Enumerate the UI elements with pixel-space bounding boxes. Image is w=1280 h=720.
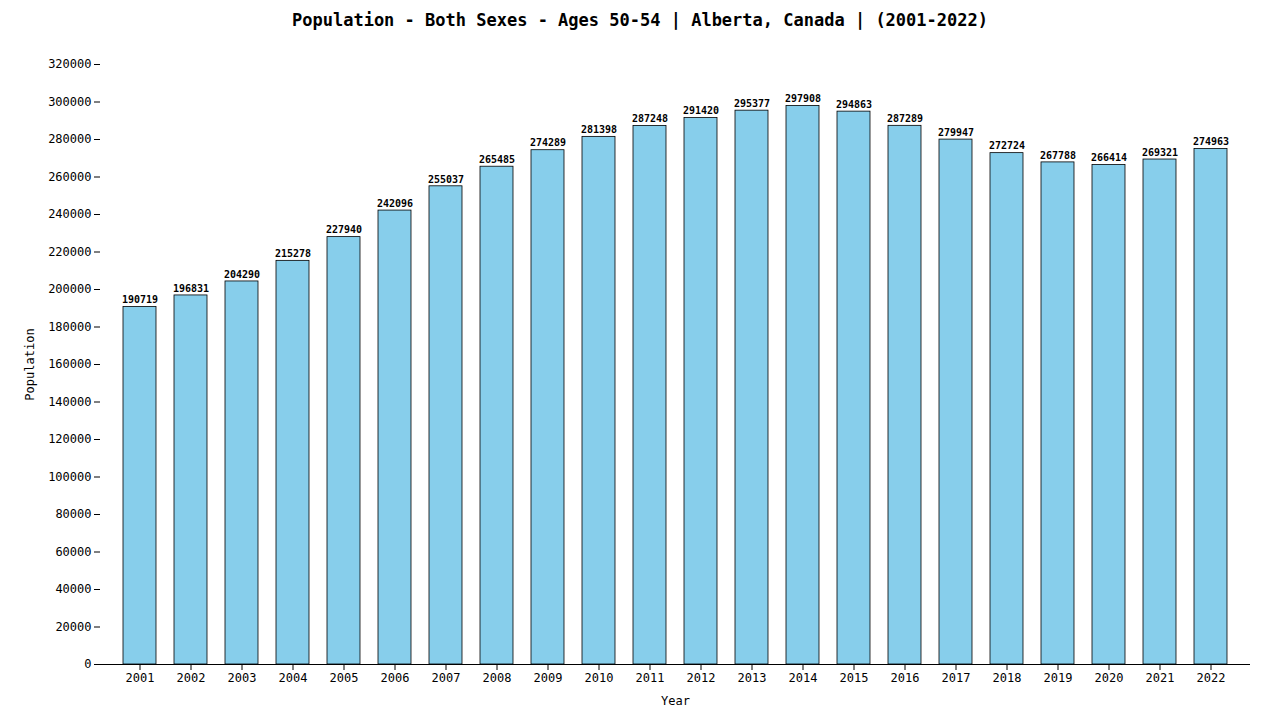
svg-text:140000: 140000 [48,395,91,409]
svg-text:Year: Year [661,694,690,708]
svg-text:287248: 287248 [632,113,668,124]
svg-text:Population: Population [23,328,37,400]
svg-text:2018: 2018 [993,671,1022,685]
svg-text:2005: 2005 [330,671,359,685]
svg-text:240000: 240000 [48,207,91,221]
svg-text:190719: 190719 [122,294,158,305]
svg-text:40000: 40000 [55,582,91,596]
svg-text:287289: 287289 [887,113,923,124]
svg-text:2022: 2022 [1197,671,1226,685]
svg-text:2001: 2001 [126,671,155,685]
svg-text:2016: 2016 [891,671,920,685]
svg-text:120000: 120000 [48,432,91,446]
svg-text:2007: 2007 [432,671,461,685]
svg-text:2021: 2021 [1146,671,1175,685]
svg-text:2008: 2008 [483,671,512,685]
svg-text:266414: 266414 [1091,152,1127,163]
svg-text:269321: 269321 [1142,147,1178,158]
svg-text:300000: 300000 [48,95,91,109]
svg-text:274289: 274289 [530,137,566,148]
svg-text:2014: 2014 [789,671,818,685]
svg-text:60000: 60000 [55,545,91,559]
svg-text:272724: 272724 [989,140,1025,151]
svg-text:281398: 281398 [581,124,617,135]
svg-text:265485: 265485 [479,154,515,165]
svg-text:255037: 255037 [428,174,464,185]
svg-text:196831: 196831 [173,283,209,294]
svg-text:204290: 204290 [224,269,260,280]
svg-text:180000: 180000 [48,320,91,334]
svg-text:0: 0 [84,657,91,671]
svg-text:280000: 280000 [48,132,91,146]
svg-text:291420: 291420 [683,105,719,116]
svg-text:2015: 2015 [840,671,869,685]
svg-text:220000: 220000 [48,245,91,259]
svg-text:297908: 297908 [785,93,821,104]
svg-text:2012: 2012 [687,671,716,685]
svg-text:242096: 242096 [377,198,413,209]
svg-text:20000: 20000 [55,620,91,634]
svg-text:200000: 200000 [48,282,91,296]
svg-text:2010: 2010 [585,671,614,685]
svg-text:267788: 267788 [1040,150,1076,161]
svg-text:227940: 227940 [326,224,362,235]
svg-text:2003: 2003 [228,671,257,685]
svg-text:2017: 2017 [942,671,971,685]
svg-text:320000: 320000 [48,57,91,71]
svg-text:2006: 2006 [381,671,410,685]
svg-text:295377: 295377 [734,98,770,109]
svg-text:2011: 2011 [636,671,665,685]
svg-text:215278: 215278 [275,248,311,259]
svg-text:2019: 2019 [1044,671,1073,685]
svg-text:260000: 260000 [48,170,91,184]
svg-text:160000: 160000 [48,357,91,371]
svg-text:2004: 2004 [279,671,308,685]
svg-text:274963: 274963 [1193,136,1229,147]
svg-text:2002: 2002 [177,671,206,685]
svg-text:2020: 2020 [1095,671,1124,685]
svg-text:80000: 80000 [55,507,91,521]
svg-text:100000: 100000 [48,470,91,484]
svg-text:294863: 294863 [836,99,872,110]
svg-text:279947: 279947 [938,127,974,138]
svg-text:2013: 2013 [738,671,767,685]
svg-text:2009: 2009 [534,671,563,685]
html-text:Population - Both Sexes - Ages: Population - Both Sexes - Ages 50-54 | A… [292,10,988,30]
